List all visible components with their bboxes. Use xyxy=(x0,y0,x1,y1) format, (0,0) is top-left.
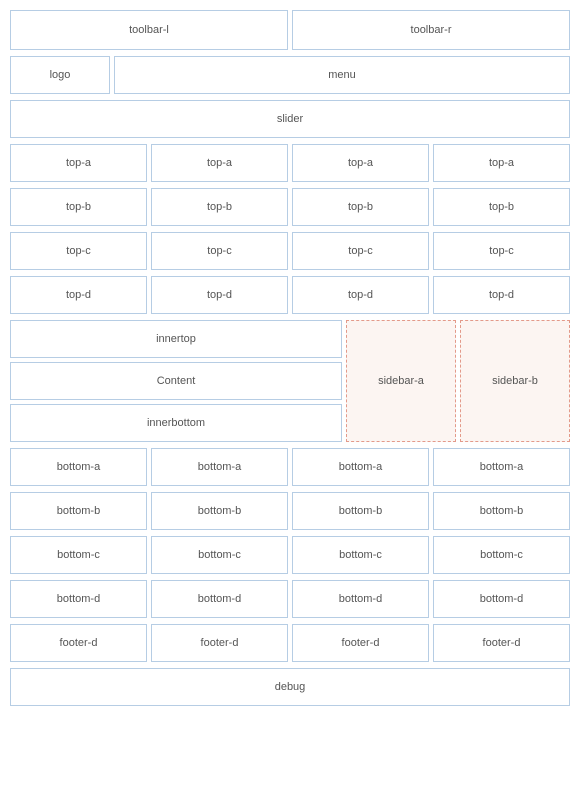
top-a-row: top-a top-a top-a top-a xyxy=(10,144,570,182)
top-b-cell: top-b xyxy=(433,188,570,226)
bottom-c-cell: bottom-c xyxy=(292,536,429,574)
top-d-cell: top-d xyxy=(10,276,147,314)
bottom-b-cell: bottom-b xyxy=(292,492,429,530)
bottom-a-cell: bottom-a xyxy=(10,448,147,486)
layout-diagram: toolbar-l toolbar-r logo menu slider top… xyxy=(10,10,570,706)
toolbar-row: toolbar-l toolbar-r xyxy=(10,10,570,50)
bottom-b-row: bottom-b bottom-b bottom-b bottom-b xyxy=(10,492,570,530)
footer-d-row: footer-d footer-d footer-d footer-d xyxy=(10,624,570,662)
bottom-c-cell: bottom-c xyxy=(10,536,147,574)
menu-region: menu xyxy=(114,56,570,94)
top-c-cell: top-c xyxy=(10,232,147,270)
top-b-cell: top-b xyxy=(292,188,429,226)
content-region: Content xyxy=(10,362,342,400)
innertop-region: innertop xyxy=(10,320,342,358)
footer-d-cell: footer-d xyxy=(151,624,288,662)
top-d-cell: top-d xyxy=(151,276,288,314)
top-d-cell: top-d xyxy=(433,276,570,314)
top-b-cell: top-b xyxy=(10,188,147,226)
top-d-row: top-d top-d top-d top-d xyxy=(10,276,570,314)
bottom-c-row: bottom-c bottom-c bottom-c bottom-c xyxy=(10,536,570,574)
innerbottom-region: innerbottom xyxy=(10,404,342,442)
debug-region: debug xyxy=(10,668,570,706)
top-c-cell: top-c xyxy=(292,232,429,270)
bottom-d-cell: bottom-d xyxy=(151,580,288,618)
toolbar-right: toolbar-r xyxy=(292,10,570,50)
top-a-cell: top-a xyxy=(151,144,288,182)
top-c-cell: top-c xyxy=(151,232,288,270)
top-c-row: top-c top-c top-c top-c xyxy=(10,232,570,270)
bottom-c-cell: bottom-c xyxy=(151,536,288,574)
bottom-b-cell: bottom-b xyxy=(151,492,288,530)
top-a-cell: top-a xyxy=(292,144,429,182)
top-d-cell: top-d xyxy=(292,276,429,314)
footer-d-cell: footer-d xyxy=(433,624,570,662)
bottom-d-cell: bottom-d xyxy=(10,580,147,618)
bottom-d-cell: bottom-d xyxy=(292,580,429,618)
bottom-a-cell: bottom-a xyxy=(433,448,570,486)
toolbar-left: toolbar-l xyxy=(10,10,288,50)
top-c-cell: top-c xyxy=(433,232,570,270)
bottom-a-cell: bottom-a xyxy=(292,448,429,486)
content-column: innertop Content innerbottom xyxy=(10,320,342,442)
top-a-cell: top-a xyxy=(433,144,570,182)
content-row: innertop Content innerbottom sidebar-a s… xyxy=(10,320,570,442)
logo-region: logo xyxy=(10,56,110,94)
bottom-a-cell: bottom-a xyxy=(151,448,288,486)
bottom-b-cell: bottom-b xyxy=(10,492,147,530)
top-a-cell: top-a xyxy=(10,144,147,182)
footer-d-cell: footer-d xyxy=(10,624,147,662)
sidebar-b-region: sidebar-b xyxy=(460,320,570,442)
debug-row: debug xyxy=(10,668,570,706)
top-b-cell: top-b xyxy=(151,188,288,226)
top-b-row: top-b top-b top-b top-b xyxy=(10,188,570,226)
bottom-c-cell: bottom-c xyxy=(433,536,570,574)
sidebar-a-region: sidebar-a xyxy=(346,320,456,442)
bottom-b-cell: bottom-b xyxy=(433,492,570,530)
header-row: logo menu xyxy=(10,56,570,94)
bottom-d-row: bottom-d bottom-d bottom-d bottom-d xyxy=(10,580,570,618)
bottom-d-cell: bottom-d xyxy=(433,580,570,618)
footer-d-cell: footer-d xyxy=(292,624,429,662)
slider-region: slider xyxy=(10,100,570,138)
slider-row: slider xyxy=(10,100,570,138)
bottom-a-row: bottom-a bottom-a bottom-a bottom-a xyxy=(10,448,570,486)
